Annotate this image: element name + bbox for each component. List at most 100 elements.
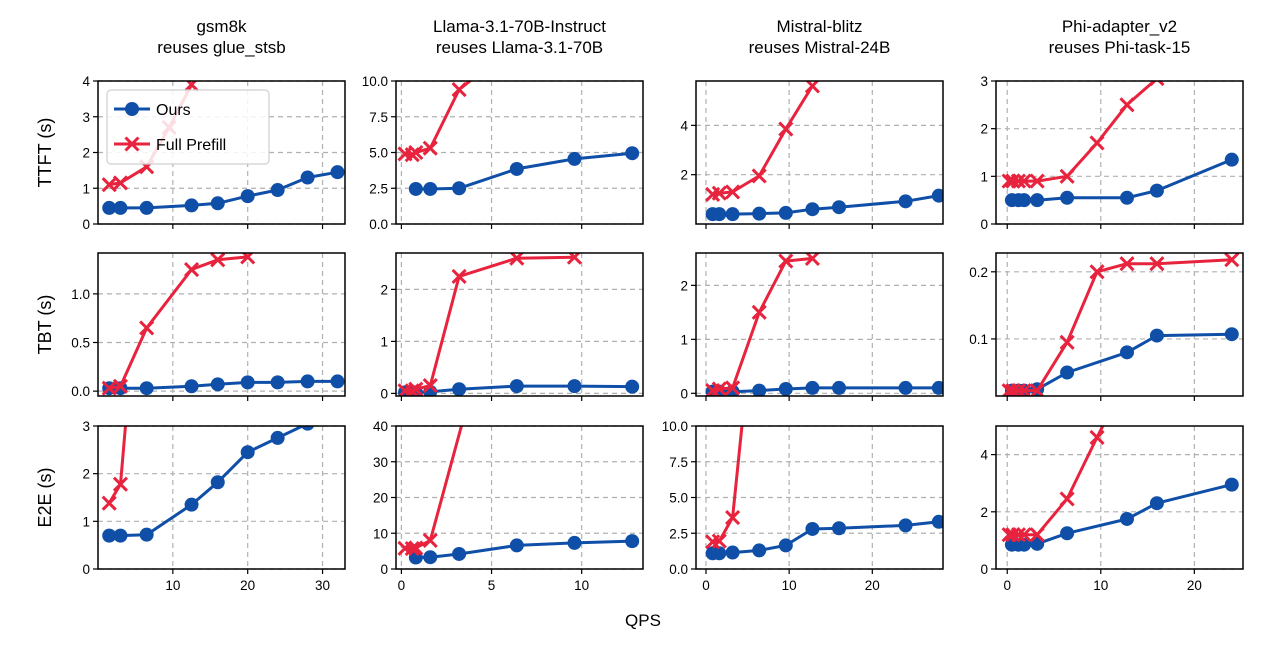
ours-point <box>452 546 467 561</box>
y-tick-label: 2 <box>82 146 90 161</box>
full-prefill-point <box>422 378 438 394</box>
y-tick-label: 7.5 <box>369 110 388 125</box>
y-axis-title: E2E (s) <box>35 467 55 527</box>
ours-point <box>1030 193 1045 208</box>
full-prefill-point <box>1010 173 1027 189</box>
y-tick-label: 3 <box>82 110 90 125</box>
ours-point <box>300 374 315 389</box>
ours-point <box>184 198 199 213</box>
ours-point <box>102 200 117 215</box>
y-tick-label: 2 <box>380 282 388 297</box>
y-tick-label: 0.0 <box>71 384 90 399</box>
y-tick-label: 1 <box>82 514 90 529</box>
ours-point <box>931 188 943 203</box>
y-tick-label: 5.0 <box>369 146 388 161</box>
ours-point <box>1060 365 1075 380</box>
full-prefill-point <box>1119 97 1135 113</box>
full-prefill-point <box>481 60 494 73</box>
full-prefill-point <box>1149 256 1165 272</box>
y-tick-label: 2 <box>680 278 688 293</box>
panel-frame <box>395 80 644 225</box>
ours-point <box>898 380 913 395</box>
panel-frame <box>97 252 346 397</box>
y-tick-label: 10 <box>373 526 388 541</box>
series-group <box>1001 253 1240 396</box>
full-prefill-point <box>1224 253 1240 268</box>
panel-frame <box>995 425 1244 570</box>
ours-point <box>423 550 438 565</box>
ours-point <box>113 200 128 215</box>
y-tick-label: 2.5 <box>369 181 388 196</box>
ours-point <box>1224 327 1239 342</box>
full-prefill-line <box>405 255 575 393</box>
ours-line <box>415 539 633 560</box>
y-tick-label: 1 <box>380 334 388 349</box>
ours-point <box>1017 537 1032 552</box>
y-tick-label: 0 <box>380 562 388 577</box>
y-tick-label: 0 <box>82 562 90 577</box>
x-tick-label: 20 <box>240 578 255 593</box>
ours-point <box>270 375 285 390</box>
full-prefill-point <box>751 304 767 320</box>
y-tick-label: 2 <box>680 168 688 183</box>
ours-point <box>1060 526 1075 541</box>
ours-point <box>752 543 767 558</box>
y-tick-label: 20 <box>373 491 388 506</box>
full-prefill-line <box>1009 81 1157 183</box>
panel-r1-c2: 0.0 2.5 5.0 7.5 10.0 Llama-3.1-70B-Instruct re… <box>362 17 644 232</box>
y-tick-label: 1 <box>680 332 688 347</box>
y-tick-label: 0.2 <box>969 265 988 280</box>
y-tick-label: 3 <box>82 419 90 434</box>
full-prefill-point <box>509 253 525 266</box>
full-prefill-point <box>804 253 820 266</box>
ours-point <box>898 518 913 533</box>
full-prefill-point <box>725 184 741 200</box>
ours-point <box>210 475 225 490</box>
y-tick-label: 0 <box>980 562 988 577</box>
panel-frame <box>995 252 1244 397</box>
full-prefill-point <box>1089 135 1105 151</box>
y-tick-label: 0.5 <box>71 335 90 350</box>
series-group <box>397 402 640 565</box>
y-tick-label: 3 <box>980 74 988 89</box>
ours-point <box>423 181 438 196</box>
y-tick-label: 0.0 <box>369 217 388 232</box>
ours-point <box>102 528 117 543</box>
ours-point <box>139 200 154 215</box>
y-tick-label: 0.1 <box>969 332 988 347</box>
x-tick-label: 0 <box>1003 578 1011 593</box>
full-prefill-point <box>778 121 794 137</box>
series-group <box>101 81 345 215</box>
full-prefill-point <box>1029 383 1045 396</box>
y-tick-label: 2 <box>82 467 90 482</box>
ours-point <box>509 379 524 394</box>
series-group <box>397 253 640 396</box>
ours-point <box>331 405 345 419</box>
panel-frame <box>97 425 346 570</box>
full-prefill-point <box>112 476 129 492</box>
series-group <box>705 426 943 561</box>
ours-point <box>1030 536 1045 551</box>
ours-point <box>1149 328 1164 343</box>
ours-point <box>778 205 793 220</box>
y-tick-label: 4 <box>980 448 988 463</box>
x-tick-label: 20 <box>865 578 880 593</box>
ours-point <box>210 377 225 392</box>
ours-point <box>778 538 793 553</box>
ours-point <box>725 545 740 560</box>
full-prefill-point <box>566 253 583 265</box>
full-prefill-point <box>408 540 424 556</box>
series-group <box>101 405 345 543</box>
panel-grid: 0 1 2 3 4 gsm8k reuses glue_stsb TTFT (s) 0.0 2.5… <box>35 17 1244 593</box>
ours-point <box>270 183 285 198</box>
legend: Ours Full Prefill <box>106 89 270 165</box>
full-prefill-point <box>460 402 473 415</box>
full-prefill-point <box>1059 168 1075 184</box>
y-tick-label: 0 <box>680 386 688 401</box>
full-prefill-point <box>210 253 226 268</box>
panel-title: Mistral-blitz <box>777 17 863 36</box>
full-prefill-point <box>751 168 767 184</box>
panel-r2-c4: 0.1 0.2 <box>969 252 1244 401</box>
full-prefill-point <box>184 81 200 93</box>
full-prefill-line <box>108 255 248 390</box>
